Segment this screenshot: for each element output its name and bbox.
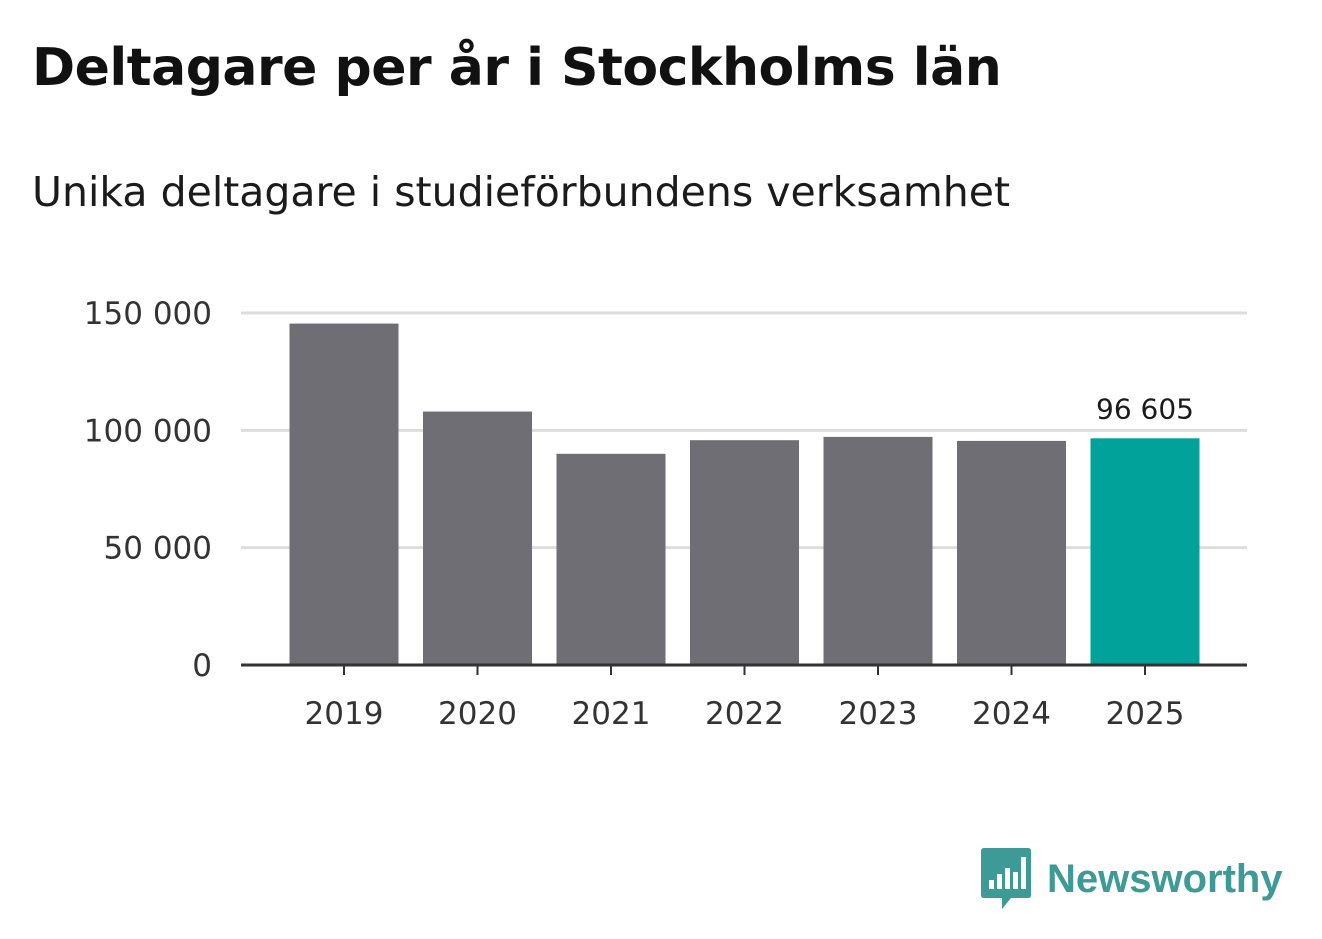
bar-2022[interactable]: [690, 440, 799, 665]
chart-title: Deltagare per år i Stockholms län: [32, 38, 1002, 98]
bars: [289, 323, 1200, 665]
x-tick-label: 2022: [705, 696, 784, 732]
x-tick-label: 2024: [972, 696, 1051, 732]
chart-subtitle: Unika deltagare i studieförbundens verks…: [32, 168, 1011, 216]
x-tick-label: 2023: [839, 696, 918, 732]
bar-2023[interactable]: [823, 436, 933, 665]
y-tick-label: 150 000: [84, 296, 212, 332]
bar-2024[interactable]: [957, 440, 1066, 665]
bar-2025[interactable]: [1090, 438, 1200, 665]
brand-name: Newsworthy: [1047, 856, 1283, 901]
y-tick-label: 50 000: [104, 531, 212, 567]
x-axis: [241, 663, 1247, 675]
x-tick-label: 2019: [305, 696, 384, 732]
bar-2020[interactable]: [423, 411, 532, 665]
newsworthy-logo-icon: [981, 848, 1031, 909]
bar-2019[interactable]: [289, 323, 399, 665]
data-label: 96 605: [1096, 392, 1194, 425]
newsworthy-logo[interactable]: Newsworthy: [981, 848, 1283, 910]
y-tick-label: 100 000: [84, 413, 212, 449]
x-tick-label: 2025: [1106, 696, 1185, 732]
x-tick-label: 2020: [438, 696, 517, 732]
y-tick-label: 0: [192, 648, 212, 684]
bar-2021[interactable]: [556, 453, 666, 665]
labels: 0 50 000 100 000 150 000 2019 2020 2021 2022 202…: [84, 296, 1194, 732]
x-tick-label: 2021: [572, 696, 651, 732]
